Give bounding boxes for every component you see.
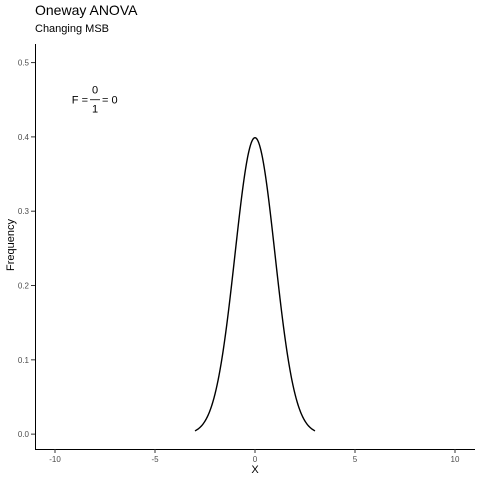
annotation-numerator: 0 [92, 85, 98, 97]
chart-subtitle: Changing MSB [35, 23, 109, 35]
x-tick-label: 5 [353, 455, 358, 464]
y-tick-label: 0.1 [18, 356, 30, 365]
y-tick-label: 0.5 [18, 59, 30, 68]
x-tick-label: -10 [49, 455, 61, 464]
annotation-denominator: 1 [92, 104, 98, 116]
y-axis-ticks: 0.0 0.1 0.2 0.3 0.4 0.5 [18, 59, 35, 439]
y-axis-title: Frequency [5, 219, 17, 271]
y-tick-label: 0.0 [18, 430, 30, 439]
f-statistic-annotation: F = 0 1 = 0 [72, 85, 118, 116]
chart-title: Oneway ANOVA [35, 2, 138, 18]
x-tick-label: -5 [151, 455, 159, 464]
y-tick-label: 0.3 [18, 207, 30, 216]
x-tick-label: 0 [253, 455, 258, 464]
density-curve [194, 136, 316, 432]
x-axis-ticks: -10 -5 0 5 10 [49, 449, 460, 464]
annotation-lhs: F = [72, 95, 88, 107]
x-axis-title: X [251, 464, 259, 476]
x-tick-label: 10 [451, 455, 460, 464]
annotation-rhs: = 0 [102, 95, 118, 107]
y-tick-label: 0.2 [18, 282, 30, 291]
y-tick-label: 0.4 [18, 133, 30, 142]
plot-area [194, 136, 316, 432]
